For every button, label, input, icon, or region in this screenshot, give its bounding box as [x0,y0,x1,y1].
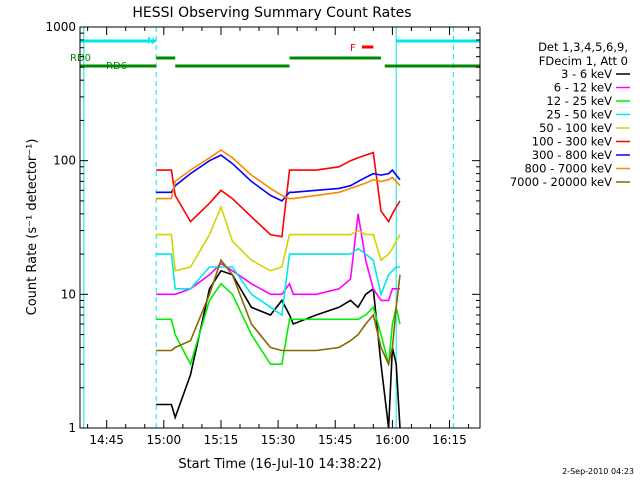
legend-entry-label: 6 - 12 keV [554,81,612,95]
y-axis-label: Count Rate (s⁻¹ detector⁻¹) [25,139,40,316]
plot-area: N RD0 RD6 F [70,27,480,429]
x-axis-label: Start Time (16-Jul-10 14:38:22) [178,457,381,472]
x-tick-label: 15:45 [318,433,353,447]
x-tick-label: 14:45 [89,433,124,447]
legend-entry-label: 25 - 50 keV [546,108,612,122]
state-label-n: N [147,36,154,47]
legend-entry-label: 3 - 6 keV [561,67,612,81]
state-label-f: F [350,43,356,54]
series-line [156,258,401,367]
legend-header-line-2: FDecim 1, Att 0 [539,54,628,68]
series-line [156,154,401,202]
legend-entry-label: 50 - 100 keV [539,121,612,135]
y-tick-label: 100 [53,154,76,168]
axes: 14:45 15:00 15:15 15:30 15:45 16:00 16:15 1 10 10… [45,20,480,447]
state-label-rd6: RD6 [106,61,127,72]
legend-entry-label: 300 - 800 keV [532,148,612,162]
generated-timestamp: 2-Sep-2010 04:23 [562,467,634,476]
legend-entry-label: 800 - 7000 keV [524,162,612,176]
series-line [156,282,401,367]
plot-frame [79,26,481,429]
x-tick-label: 15:15 [204,433,239,447]
series-line [156,151,401,238]
x-tick-label: 16:00 [375,433,410,447]
series-line [156,204,401,272]
y-tick-label: 1000 [45,20,76,34]
state-label-rd0: RD0 [70,53,91,64]
y-tick-label: 1 [68,421,76,435]
chart-title: HESSI Observing Summary Count Rates [132,5,411,21]
x-tick-label: 15:00 [147,433,182,447]
legend-header-line-1: Det 1,3,4,5,6,9, [538,40,628,54]
x-tick-label: 16:15 [432,433,467,447]
y-tick-label: 10 [61,287,76,301]
legend-entry-label: 7000 - 20000 keV [510,175,612,189]
legend: Det 1,3,4,5,6,9, FDecim 1, Att 0 3 - 6 k… [510,40,630,189]
series-line [156,213,400,302]
legend-entry-label: 100 - 300 keV [532,135,612,149]
series-line [156,149,401,200]
x-tick-label: 15:30 [261,433,296,447]
legend-entry-label: 12 - 25 keV [546,94,612,108]
series-line [156,247,400,317]
